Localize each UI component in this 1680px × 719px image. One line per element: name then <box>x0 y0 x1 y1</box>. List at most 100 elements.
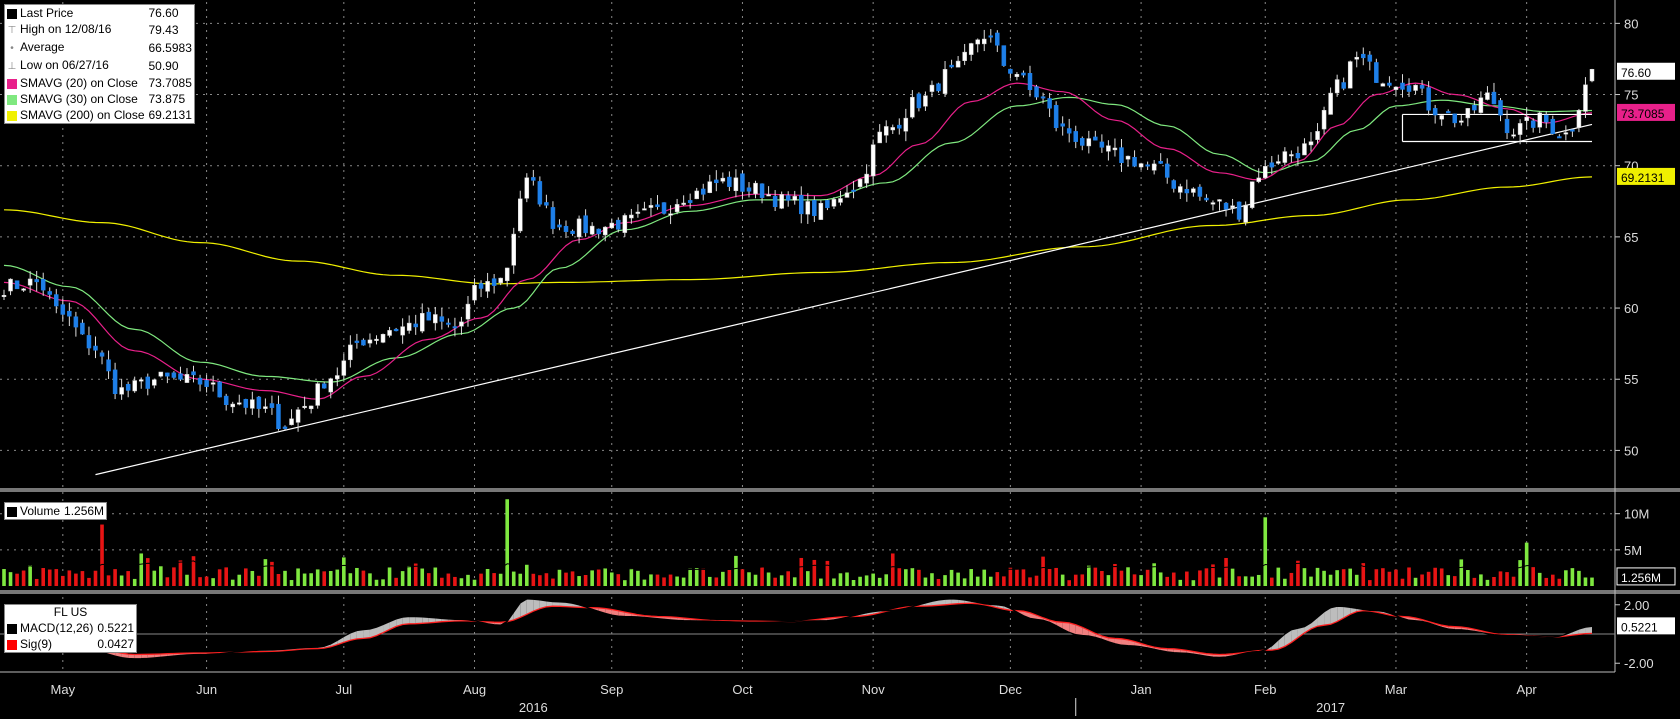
volume-bar-down <box>897 568 902 586</box>
volume-bar-up <box>1191 580 1196 586</box>
volume-bar-down <box>1132 574 1137 586</box>
macd-fill-negative <box>1134 641 1142 647</box>
legend-value: 76.60 <box>148 6 179 20</box>
candle-down <box>54 294 59 307</box>
volume-bar-up <box>871 573 875 586</box>
candle-up <box>1334 79 1340 94</box>
candle-down <box>1557 136 1562 139</box>
volume-bar-down <box>1387 571 1392 586</box>
volume-bar-up <box>747 572 751 586</box>
legend-row: Volume 1.256M <box>5 503 106 519</box>
month-label: Mar <box>1385 682 1408 697</box>
candle-up <box>1014 74 1020 77</box>
legend-row: ⊤ High on 12/08/16 79.43 <box>5 21 194 39</box>
volume-bar-down <box>106 575 111 586</box>
candle-down <box>171 372 177 378</box>
volume-bar-down <box>1185 571 1189 586</box>
volume-bar-down <box>570 571 575 586</box>
legend-label-cell: SMAVG (20) on Close <box>5 75 147 91</box>
candle-up <box>975 39 980 45</box>
candle-down <box>452 326 458 329</box>
candle-down <box>1158 161 1163 164</box>
candle-down <box>439 316 445 322</box>
macd-fill-positive <box>363 628 370 639</box>
volume-bar-down <box>773 577 777 586</box>
macd-fill-positive <box>533 599 540 612</box>
volume-bar-down <box>243 568 248 586</box>
volume-bar-up <box>694 568 699 586</box>
candle-down <box>544 202 549 206</box>
candle-up <box>1138 163 1144 168</box>
volume-bar-down <box>1145 569 1150 586</box>
volume-bar-down <box>1198 570 1202 586</box>
candle-down <box>34 279 39 283</box>
volume-bar-up <box>283 570 287 586</box>
volume-bar-down <box>1505 572 1509 586</box>
volume-bar-down <box>1426 571 1431 586</box>
volume-bar-down <box>1041 556 1045 586</box>
price-legend: Last Price 76.60 ⊤ High on 12/08/16 79.43 • Av… <box>4 4 195 124</box>
candle-down <box>897 124 902 129</box>
volume-bar-down <box>479 573 483 586</box>
candle-up <box>1459 120 1464 123</box>
candle-up <box>1151 163 1157 171</box>
volume-bar-up <box>237 574 242 586</box>
candle-down <box>1236 201 1242 220</box>
candle-down <box>446 322 451 325</box>
candle-down <box>583 215 588 234</box>
candle-down <box>1550 118 1556 134</box>
volume-bar-down <box>1100 570 1104 586</box>
candle-up <box>308 405 314 410</box>
candle-down <box>1034 86 1039 98</box>
volume-bar-up <box>806 571 810 586</box>
candle-up <box>1413 84 1418 91</box>
volume-bar-down <box>361 570 366 586</box>
legend-row: MACD(12,26) 0.5221 <box>5 620 136 636</box>
candle-up <box>981 38 987 45</box>
candle-down <box>727 176 732 187</box>
volume-bar-down <box>1067 580 1072 586</box>
candle-down <box>361 339 366 346</box>
candle-up <box>766 194 771 197</box>
candle-down <box>223 395 229 406</box>
candle-down <box>550 207 556 229</box>
candle-up <box>1321 110 1327 130</box>
legend-label-cell: SMAVG (30) on Close <box>5 91 147 107</box>
volume-bar-down <box>270 561 274 586</box>
volume-bar-up <box>518 573 523 586</box>
volume-bar-up <box>1479 574 1483 586</box>
candle-up <box>1511 134 1516 137</box>
legend-label: MACD(12,26) <box>20 621 94 635</box>
volume-bar-down <box>113 569 117 586</box>
macd-fill-negative <box>128 654 135 659</box>
candle-down <box>1080 138 1085 146</box>
candle-down <box>86 335 92 349</box>
candle-up <box>348 344 353 361</box>
candle-up <box>367 339 373 344</box>
candle-down <box>165 372 170 377</box>
volume-bar-up <box>1283 578 1287 586</box>
candle-down <box>785 195 791 201</box>
volume-bar-up <box>956 572 960 586</box>
month-label: Aug <box>463 682 486 697</box>
volume-bar-up <box>832 578 836 586</box>
volume-bar-up <box>1413 577 1418 586</box>
legend-label: Sig(9) <box>20 637 53 651</box>
volume-bar-down <box>426 573 431 586</box>
volume-bar-down <box>1374 569 1379 586</box>
volume-bar-up <box>1309 576 1313 586</box>
candle-up <box>400 326 405 336</box>
candle-up <box>831 199 837 207</box>
volume-bar-up <box>877 577 882 586</box>
volume-bar-down <box>1073 574 1078 586</box>
volume-bar-down <box>446 573 451 586</box>
volume-bar-up <box>577 576 581 586</box>
macd-fill-positive <box>396 617 403 627</box>
candle-down <box>1530 120 1536 128</box>
price-tag-text: 73.7085 <box>1621 107 1665 121</box>
candle-down <box>772 195 778 208</box>
volume-bar-down <box>1054 567 1058 586</box>
volume-bar-up <box>1250 576 1254 586</box>
candle-down <box>1145 164 1150 167</box>
macd-line <box>3 598 1593 660</box>
